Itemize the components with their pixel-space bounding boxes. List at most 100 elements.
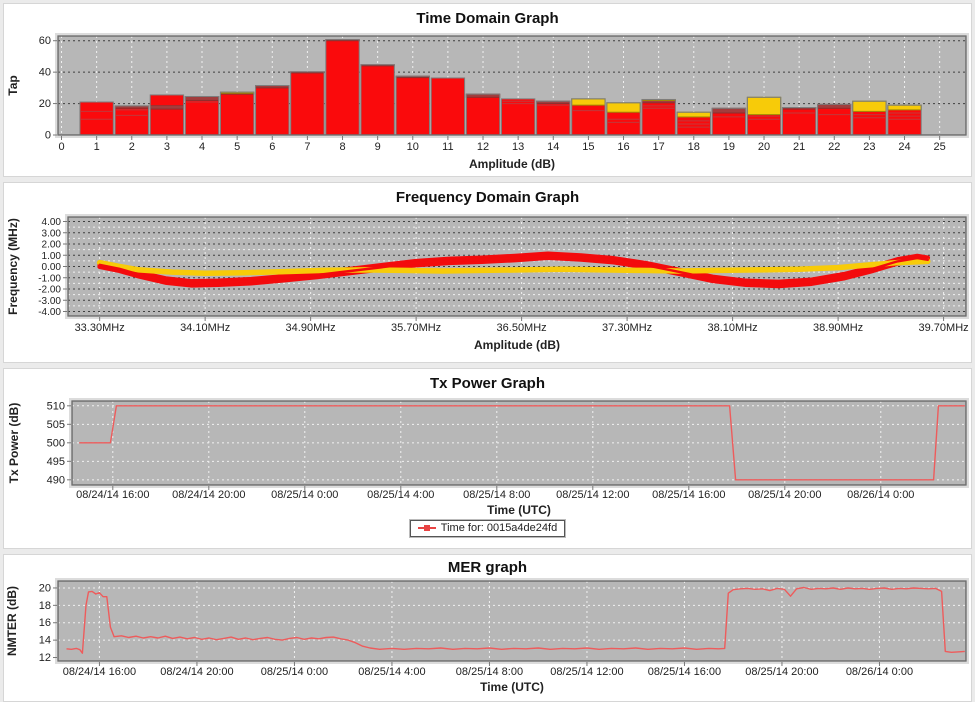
svg-text:3: 3: [164, 141, 170, 153]
time-domain-title: Time Domain Graph: [416, 10, 559, 27]
svg-text:08/25/14 12:00: 08/25/14 12:00: [556, 489, 629, 501]
svg-text:23: 23: [863, 141, 875, 153]
svg-text:36.50MHz: 36.50MHz: [497, 322, 547, 334]
svg-text:Tap: Tap: [6, 75, 20, 95]
svg-text:5: 5: [234, 141, 240, 153]
svg-text:08/25/14 20:00: 08/25/14 20:00: [748, 489, 821, 501]
svg-text:34.90MHz: 34.90MHz: [286, 322, 336, 334]
frequency-domain-title: Frequency Domain Graph: [395, 189, 580, 206]
svg-text:08/25/14 4:00: 08/25/14 4:00: [367, 489, 434, 501]
svg-text:12: 12: [477, 141, 489, 153]
svg-text:24: 24: [898, 141, 910, 153]
svg-text:-3.00: -3.00: [38, 296, 61, 307]
svg-text:08/25/14 4:00: 08/25/14 4:00: [358, 666, 425, 678]
svg-text:0.00: 0.00: [42, 262, 62, 273]
legend-line-marker-icon: [417, 525, 436, 531]
svg-text:19: 19: [723, 141, 735, 153]
svg-text:20: 20: [39, 98, 51, 110]
svg-text:490: 490: [47, 474, 65, 486]
tx-power-plot: 08/24/14 16:00 08/24/14 20:00 08/25/14 0:0…: [7, 398, 969, 517]
legend-label: Time for: 0015a4de24fd: [440, 522, 558, 534]
svg-text:505: 505: [47, 419, 65, 431]
svg-text:2: 2: [129, 141, 135, 153]
svg-text:13: 13: [512, 141, 524, 153]
svg-text:12: 12: [39, 652, 51, 664]
svg-text:4: 4: [199, 141, 205, 153]
svg-text:08/24/14 16:00: 08/24/14 16:00: [63, 666, 136, 678]
svg-text:6: 6: [269, 141, 275, 153]
svg-text:510: 510: [47, 400, 65, 412]
svg-text:21: 21: [793, 141, 805, 153]
svg-text:0: 0: [45, 130, 51, 142]
tx-power-panel: Tx Power Graph 08/24/14 16:00 08/24/14 20…: [3, 368, 972, 549]
svg-text:3.00: 3.00: [42, 228, 62, 239]
frequency-domain-plot: 33.30MHz 34.10MHz 34.90MHz 35.70MHz 36.50MHz…: [6, 214, 969, 352]
svg-text:08/25/14 20:00: 08/25/14 20:00: [745, 666, 818, 678]
svg-text:08/24/14 20:00: 08/24/14 20:00: [172, 489, 245, 501]
svg-text:7: 7: [304, 141, 310, 153]
svg-text:08/25/14 8:00: 08/25/14 8:00: [456, 666, 523, 678]
svg-text:500: 500: [47, 437, 65, 449]
tx-power-legend: Time for: 0015a4de24fd: [4, 520, 971, 537]
svg-text:08/25/14 16:00: 08/25/14 16:00: [648, 666, 721, 678]
svg-text:Frequency (MHz): Frequency (MHz): [6, 218, 20, 315]
svg-text:18: 18: [688, 141, 700, 153]
svg-text:10: 10: [407, 141, 419, 153]
svg-text:39.70MHz: 39.70MHz: [919, 322, 969, 334]
time-domain-plot: 0 1 2 3 4 5 6 7 8 9 10 11 12 13 14 15 16 17 18 19 20 21 22 23 24…: [6, 33, 969, 171]
svg-text:16: 16: [39, 617, 51, 629]
svg-text:495: 495: [47, 456, 65, 468]
svg-text:-4.00: -4.00: [38, 307, 61, 318]
svg-text:08/25/14 12:00: 08/25/14 12:00: [550, 666, 623, 678]
svg-text:40: 40: [39, 67, 51, 79]
svg-text:Tx Power (dB): Tx Power (dB): [7, 403, 21, 484]
svg-text:08/26/14 0:00: 08/26/14 0:00: [846, 666, 913, 678]
svg-text:20: 20: [758, 141, 770, 153]
svg-text:08/25/14 8:00: 08/25/14 8:00: [463, 489, 530, 501]
mer-plot: 08/24/14 16:00 08/24/14 20:00 08/25/14 0:0…: [5, 578, 969, 694]
svg-text:08/25/14 16:00: 08/25/14 16:00: [652, 489, 725, 501]
svg-text:14: 14: [547, 141, 559, 153]
svg-text:08/26/14 0:00: 08/26/14 0:00: [847, 489, 914, 501]
svg-text:22: 22: [828, 141, 840, 153]
svg-text:1: 1: [94, 141, 100, 153]
tx-power-title: Tx Power Graph: [429, 375, 546, 392]
svg-text:16: 16: [617, 141, 629, 153]
svg-text:08/24/14 20:00: 08/24/14 20:00: [160, 666, 233, 678]
svg-text:38.90MHz: 38.90MHz: [813, 322, 863, 334]
svg-text:9: 9: [375, 141, 381, 153]
svg-text:08/25/14 0:00: 08/25/14 0:00: [271, 489, 338, 501]
svg-text:08/24/14 16:00: 08/24/14 16:00: [76, 489, 149, 501]
svg-text:20: 20: [39, 582, 51, 594]
svg-text:08/25/14 0:00: 08/25/14 0:00: [261, 666, 328, 678]
svg-text:35.70MHz: 35.70MHz: [391, 322, 441, 334]
svg-text:8: 8: [339, 141, 345, 153]
svg-text:25: 25: [934, 141, 946, 153]
time-domain-panel: Time Domain Graph 0 1 2 3 4 5 6 7 8 9 10 11 12 13 14 15…: [3, 3, 972, 177]
mer-title: MER graph: [447, 559, 528, 576]
svg-text:4.00: 4.00: [42, 217, 62, 228]
svg-text:11: 11: [442, 141, 453, 153]
svg-text:0: 0: [58, 141, 64, 153]
mer-panel: MER graph 08/24/14 16:00 08/24/14 20:00 08…: [3, 554, 972, 702]
svg-text:Time (UTC): Time (UTC): [480, 680, 544, 694]
svg-text:Amplitude (dB): Amplitude (dB): [474, 338, 560, 352]
svg-text:60: 60: [39, 35, 51, 47]
svg-text:NMTER (dB): NMTER (dB): [5, 586, 19, 656]
svg-text:14: 14: [39, 635, 51, 647]
svg-text:-1.00: -1.00: [38, 273, 61, 284]
svg-text:-2.00: -2.00: [38, 285, 61, 296]
svg-text:17: 17: [653, 141, 665, 153]
svg-text:15: 15: [582, 141, 594, 153]
svg-text:37.30MHz: 37.30MHz: [602, 322, 652, 334]
svg-text:Amplitude (dB): Amplitude (dB): [469, 157, 555, 171]
svg-text:34.10MHz: 34.10MHz: [180, 322, 230, 334]
frequency-domain-panel: Frequency Domain Graph 33.30MHz 34.10MHz 3…: [3, 182, 972, 363]
svg-text:1.00: 1.00: [42, 251, 62, 262]
svg-text:38.10MHz: 38.10MHz: [708, 322, 758, 334]
legend-box: Time for: 0015a4de24fd: [409, 520, 566, 537]
svg-text:18: 18: [39, 600, 51, 612]
svg-text:2.00: 2.00: [42, 240, 62, 251]
svg-text:Time (UTC): Time (UTC): [487, 503, 551, 517]
svg-text:33.30MHz: 33.30MHz: [75, 322, 125, 334]
